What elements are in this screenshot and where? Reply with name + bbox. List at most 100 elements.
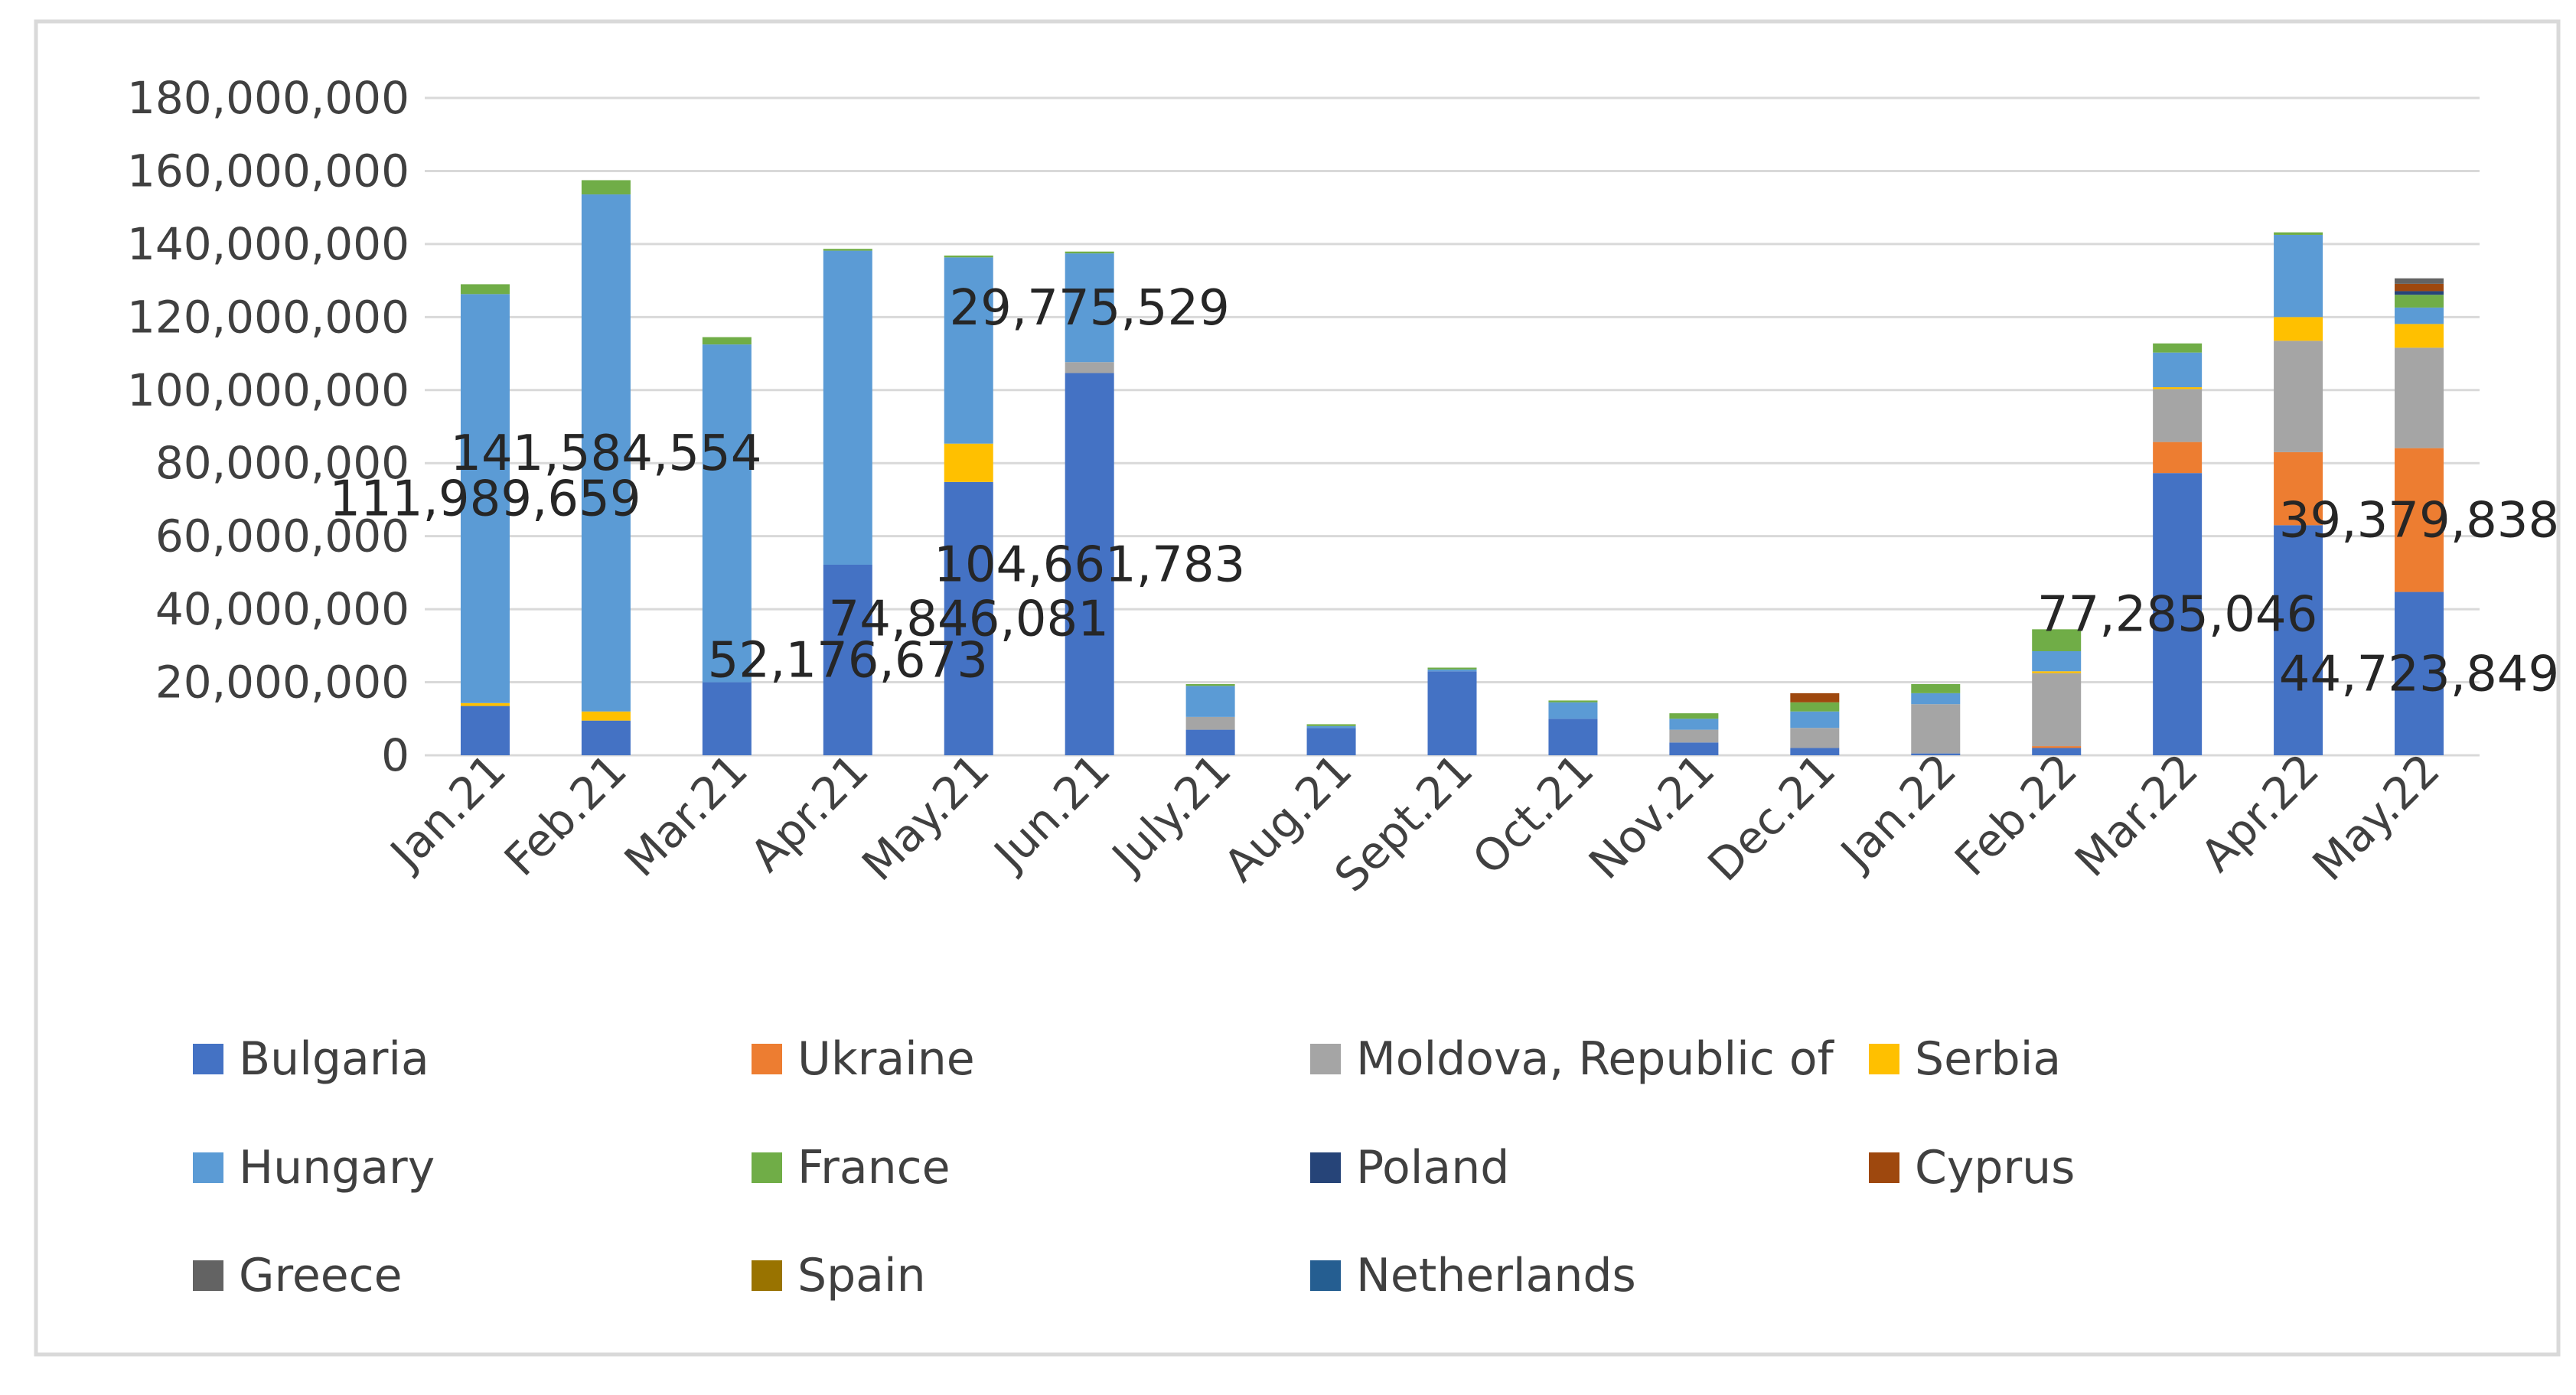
bar-segment-france	[2395, 295, 2444, 308]
legend-swatch	[752, 1152, 782, 1183]
y-tick-label: 140,000,000	[127, 218, 409, 270]
legend-item: France	[752, 1141, 951, 1195]
bar-segment-bulgaria	[2395, 592, 2444, 755]
bar-segment-france	[1669, 713, 1719, 719]
legend-item: Poland	[1310, 1141, 1509, 1195]
bar-segment-ukraine	[2274, 451, 2323, 526]
bar-segment-hungary	[2274, 234, 2323, 318]
legend-label: Serbia	[1915, 1032, 2061, 1086]
bar-segment-hungary	[823, 250, 872, 565]
legend-swatch	[1869, 1152, 1899, 1183]
bar-segment-bulgaria	[2032, 748, 2082, 755]
bar-segment-hungary	[460, 294, 510, 703]
bar-segment-france	[1427, 667, 1477, 670]
legend-swatch	[752, 1044, 782, 1074]
bar-segment-bulgaria	[1911, 753, 1961, 755]
bar-segment-hungary	[944, 257, 993, 444]
bar-segment-hungary	[1306, 725, 1356, 728]
bar-segment-cyprus	[1790, 693, 1840, 702]
bar-segment-france	[1306, 724, 1356, 726]
bar-segment-bulgaria	[944, 481, 993, 755]
bar-segment-bulgaria	[1065, 373, 1114, 755]
bar-segment-poland	[2395, 291, 2444, 295]
bar-segment-hungary	[1185, 686, 1235, 717]
data-label: 39,379,838	[2279, 493, 2559, 549]
bar-segment-bulgaria	[702, 682, 752, 755]
bar-segment-serbia	[2274, 317, 2323, 341]
y-tick-label: 0	[381, 729, 409, 781]
bar-segment-cyprus	[2395, 283, 2444, 292]
legend-swatch	[752, 1260, 782, 1291]
bar-segment-bulgaria	[1306, 728, 1356, 755]
y-tick-label: 100,000,000	[127, 364, 409, 416]
legend-swatch	[193, 1260, 223, 1291]
y-tick-label: 180,000,000	[127, 72, 409, 124]
legend-label: Moldova, Republic of	[1356, 1032, 1835, 1086]
bar-segment-france	[1185, 683, 1235, 686]
legend-label: Hungary	[239, 1141, 435, 1195]
bar-segment-france	[460, 284, 510, 295]
bar-segment-moldova-republic-of	[1669, 729, 1719, 743]
bar-segment-hungary	[702, 344, 752, 683]
legend-label: Ukraine	[797, 1032, 975, 1086]
legend-item: Moldova, Republic of	[1310, 1032, 1835, 1086]
y-axis: 0 20,000,000 40,000,000 60,000,000 80,000,00…	[127, 72, 409, 781]
bar-segment-ukraine	[2395, 448, 2444, 592]
data-label: 29,775,529	[949, 280, 1229, 337]
bar-segment-hungary	[1427, 669, 1477, 672]
bar-segment-france	[2274, 232, 2323, 235]
bar-segment-france	[944, 255, 993, 258]
legend-label: Bulgaria	[239, 1032, 429, 1086]
bar-segment-france	[581, 180, 631, 195]
bar-segment-hungary	[2395, 307, 2444, 324]
bar-segment-france	[2153, 343, 2203, 353]
bars	[460, 180, 2444, 755]
bar-segment-bulgaria	[1790, 748, 1840, 755]
bar-segment-ukraine	[2153, 442, 2203, 474]
bar-segment-moldova-republic-of	[1911, 704, 1961, 754]
bar-segment-moldova-republic-of	[1065, 362, 1114, 373]
bar-segment-serbia	[944, 443, 993, 482]
legend-swatch	[1310, 1260, 1341, 1291]
legend-swatch	[1310, 1044, 1341, 1074]
legend-item: Hungary	[193, 1141, 435, 1195]
bar-segment-bulgaria	[1185, 729, 1235, 755]
data-label: 44,723,849	[2279, 646, 2559, 702]
bar-segment-greece	[2395, 278, 2444, 284]
data-label: 52,176,673	[708, 633, 988, 689]
legend-label: Cyprus	[1915, 1141, 2075, 1195]
bar-segment-hungary	[581, 194, 631, 712]
bar-segment-hungary	[2153, 352, 2203, 388]
bar-segment-hungary	[1669, 719, 1719, 730]
bar-segment-ukraine	[2032, 746, 2082, 748]
legend-item: Greece	[193, 1249, 403, 1302]
bar-segment-hungary	[1065, 253, 1114, 363]
bar-segment-moldova-republic-of	[2153, 389, 2203, 442]
bar-segment-france	[1790, 702, 1840, 712]
bar-segment-moldova-republic-of	[2395, 347, 2444, 448]
data-label: 141,584,554	[450, 425, 761, 482]
y-tick-label: 60,000,000	[155, 510, 409, 562]
bar-segment-hungary	[1548, 702, 1598, 719]
bar-segment-moldova-republic-of	[2032, 673, 2082, 747]
bar-segment-bulgaria	[2153, 473, 2203, 755]
y-tick-label: 160,000,000	[127, 145, 409, 197]
bar-segment-moldova-republic-of	[1185, 716, 1235, 730]
legend-item: Cyprus	[1869, 1141, 2075, 1195]
data-label: 74,846,081	[829, 591, 1109, 647]
y-tick-label: 40,000,000	[155, 583, 409, 635]
bar-segment-moldova-republic-of	[2274, 341, 2323, 452]
bar-segment-bulgaria	[1669, 742, 1719, 755]
legend-item: Netherlands	[1310, 1249, 1636, 1302]
data-label: 111,989,659	[329, 471, 641, 528]
bar-segment-bulgaria	[460, 706, 510, 755]
y-tick-label: 120,000,000	[127, 291, 409, 343]
legend-item: Bulgaria	[193, 1032, 429, 1086]
y-tick-label: 80,000,000	[155, 437, 409, 489]
legend-label: Spain	[797, 1249, 926, 1302]
bar-segment-bulgaria	[1548, 719, 1598, 755]
bar-segment-moldova-republic-of	[1790, 728, 1840, 748]
bar-segment-serbia	[2153, 387, 2203, 389]
bar-segment-bulgaria	[581, 720, 631, 755]
